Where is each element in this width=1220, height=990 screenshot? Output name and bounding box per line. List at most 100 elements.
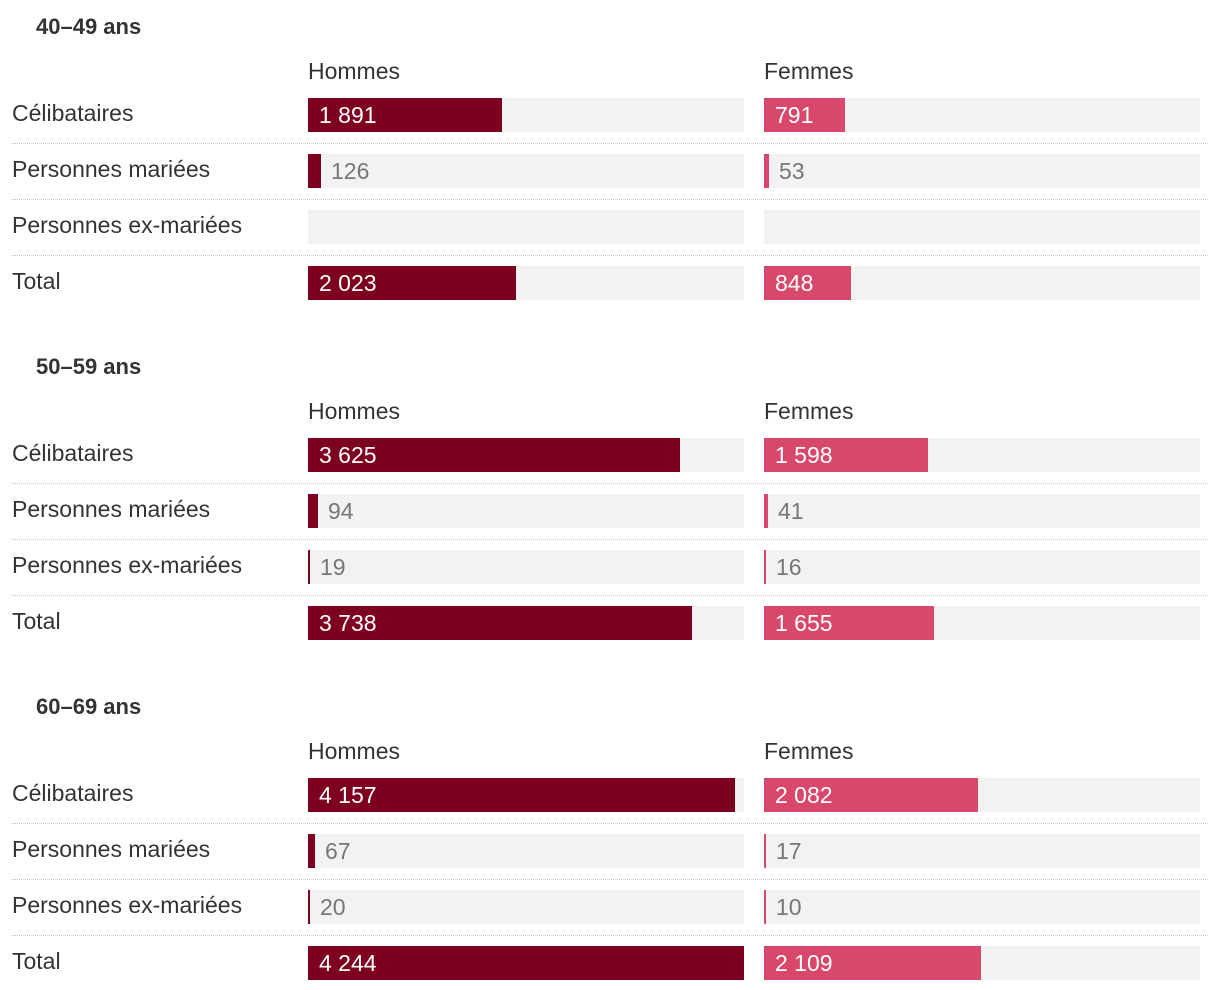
data-label: 20 — [320, 894, 346, 920]
bar-track: 848 — [764, 266, 1200, 300]
bar-track: 1 891 — [308, 98, 744, 132]
bar-track: 1 655 — [764, 606, 1200, 640]
bar-femmes — [764, 834, 766, 868]
bar-hommes — [308, 946, 744, 980]
bar-track — [308, 210, 744, 244]
chart-title: 60–69 ans — [36, 694, 142, 719]
data-label: 2 082 — [775, 782, 833, 808]
row-separator — [12, 483, 1208, 484]
bar-track: 2 023 — [308, 266, 744, 300]
bar-hommes — [308, 606, 692, 640]
bar-track: 3 625 — [308, 438, 744, 472]
row-separator — [12, 539, 1208, 540]
bar-hommes — [308, 890, 310, 924]
bar-femmes — [764, 154, 769, 188]
bar-track: 4 244 — [308, 946, 744, 980]
category-label: Personnes ex-mariées — [12, 892, 243, 918]
bar-track: 2 082 — [764, 778, 1200, 812]
chart-group-2: 50–59 ans Hommes Femmes Célibataires 3 625 1 … — [0, 340, 1220, 640]
data-label: 53 — [779, 158, 805, 184]
bar-track: 19 — [308, 550, 744, 584]
bar-femmes — [764, 550, 766, 584]
category-label: Personnes mariées — [12, 836, 211, 862]
category-label: Célibataires — [12, 780, 134, 806]
bar-hommes — [308, 494, 318, 528]
series-header-femmes: Femmes — [764, 398, 854, 424]
data-label: 41 — [778, 498, 804, 524]
bar-track: 94 — [308, 494, 744, 528]
row-separator — [12, 935, 1208, 936]
data-label: 94 — [328, 498, 354, 524]
bar-hommes — [308, 550, 310, 584]
bar-track: 20 — [308, 890, 744, 924]
bar-track: 126 — [308, 154, 744, 188]
bar-hommes — [308, 98, 502, 132]
category-label: Personnes ex-mariées — [12, 552, 243, 578]
row-separator — [12, 879, 1208, 880]
category-label: Personnes mariées — [12, 156, 211, 182]
data-label: 19 — [320, 554, 346, 580]
data-label: 16 — [776, 554, 802, 580]
row-separator — [12, 595, 1208, 596]
category-label: Total — [12, 948, 61, 974]
data-label: 3 738 — [319, 610, 377, 636]
bar-track: 53 — [764, 154, 1200, 188]
bar-track: 3 738 — [308, 606, 744, 640]
bar-track: 4 157 — [308, 778, 744, 812]
bar-track: 17 — [764, 834, 1200, 868]
bar-femmes — [764, 438, 928, 472]
bar-femmes — [764, 606, 934, 640]
bar-femmes — [764, 890, 766, 924]
bar-femmes — [764, 778, 978, 812]
data-label: 4 157 — [319, 782, 377, 808]
bar-femmes — [764, 266, 851, 300]
chart-title: 40–49 ans — [36, 14, 142, 39]
bar-track — [764, 210, 1200, 244]
bar-femmes — [764, 494, 768, 528]
category-label: Total — [12, 608, 61, 634]
data-label: 3 625 — [319, 442, 377, 468]
category-label: Célibataires — [12, 100, 134, 126]
bar-track: 2 109 — [764, 946, 1200, 980]
bar-track: 10 — [764, 890, 1200, 924]
data-label: 2 023 — [319, 270, 377, 296]
bar-hommes — [308, 834, 315, 868]
category-label: Célibataires — [12, 440, 134, 466]
row-separator — [12, 199, 1208, 200]
bar-hommes — [308, 778, 735, 812]
data-label: 791 — [775, 102, 814, 128]
series-header-hommes: Hommes — [308, 58, 401, 84]
data-label: 4 244 — [319, 950, 377, 976]
data-label: 1 655 — [775, 610, 833, 636]
category-label: Personnes ex-mariées — [12, 212, 243, 238]
bar-track: 67 — [308, 834, 744, 868]
data-label: 67 — [325, 838, 351, 864]
chart-group-3: 60–69 ans Hommes Femmes Célibataires 4 157 2 … — [0, 680, 1220, 980]
bar-track: 41 — [764, 494, 1200, 528]
category-label: Total — [12, 268, 61, 294]
bar-hommes — [308, 154, 321, 188]
series-header-hommes: Hommes — [308, 398, 401, 424]
series-header-hommes: Hommes — [308, 738, 401, 764]
chart-title: 50–59 ans — [36, 354, 142, 379]
bar-track: 1 598 — [764, 438, 1200, 472]
data-label: 2 109 — [775, 950, 833, 976]
row-separator — [12, 143, 1208, 144]
bar-track: 16 — [764, 550, 1200, 584]
row-separator — [12, 255, 1208, 256]
series-header-femmes: Femmes — [764, 738, 854, 764]
row-separator — [12, 823, 1208, 824]
data-label: 1 891 — [319, 102, 377, 128]
category-label: Personnes mariées — [12, 496, 211, 522]
bar-femmes — [764, 946, 981, 980]
bar-femmes — [764, 98, 845, 132]
data-label: 848 — [775, 270, 814, 296]
series-header-femmes: Femmes — [764, 58, 854, 84]
chart-group-1: 40–49 ans Hommes Femmes Célibataires 1 891 79… — [0, 0, 1220, 300]
data-label: 17 — [776, 838, 802, 864]
data-label: 126 — [331, 158, 370, 184]
bar-hommes — [308, 266, 516, 300]
data-label: 1 598 — [775, 442, 833, 468]
bar-track: 791 — [764, 98, 1200, 132]
bar-hommes — [308, 438, 680, 472]
